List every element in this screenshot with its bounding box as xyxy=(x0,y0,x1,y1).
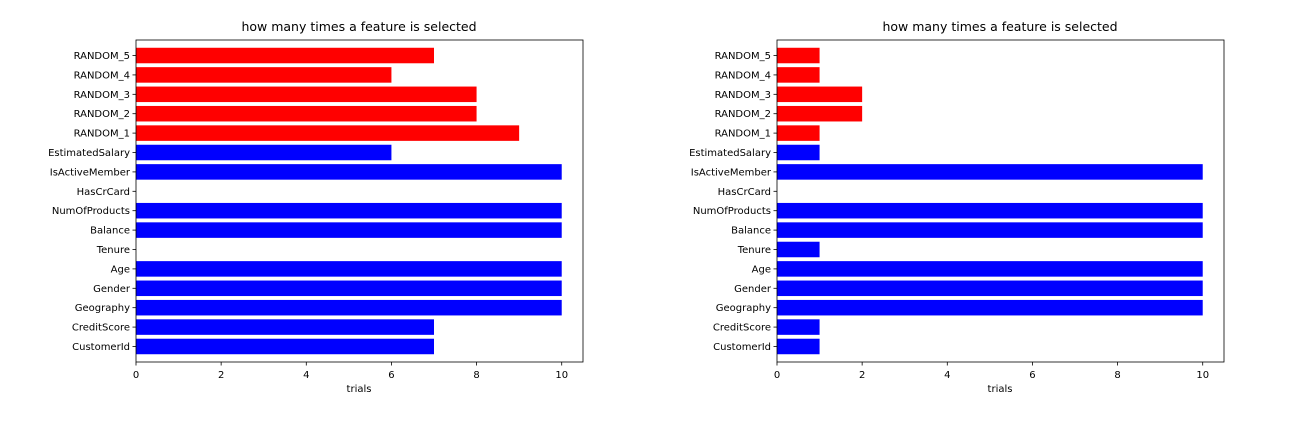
y-tick-label: RANDOM_2 xyxy=(715,109,771,120)
x-axis-label: trials xyxy=(988,384,1013,395)
x-tick-label: 10 xyxy=(555,370,568,381)
y-tick-label: RANDOM_1 xyxy=(715,129,771,140)
bar-random_2 xyxy=(136,105,477,122)
bar-creditscore xyxy=(777,319,820,335)
bar-customerid xyxy=(136,338,434,355)
y-tick-label: RANDOM_3 xyxy=(74,90,130,101)
x-ticks: 0 2 4 6 8 10 xyxy=(133,362,568,381)
bar-isactivemember xyxy=(136,164,562,180)
y-tick-label: Age xyxy=(111,264,130,275)
y-tick-label: Balance xyxy=(731,226,771,237)
y-tick-label: RANDOM_4 xyxy=(74,70,130,81)
bar-random_4 xyxy=(136,67,392,83)
x-tick-label: 0 xyxy=(774,370,780,381)
x-tick-label: 4 xyxy=(944,370,950,381)
x-ticks: 0 2 4 6 8 10 xyxy=(774,362,1209,381)
plot-frame xyxy=(135,39,584,363)
bar-numofproducts xyxy=(777,202,1203,219)
bar-random_1 xyxy=(136,125,520,141)
y-tick-label: CreditScore xyxy=(72,323,130,334)
y-tick-label: RANDOM_1 xyxy=(74,129,130,140)
y-tick-label: RANDOM_4 xyxy=(715,70,771,81)
y-tick-label: CreditScore xyxy=(713,323,771,334)
y-tick-label: Gender xyxy=(734,284,772,295)
bar-geography xyxy=(777,299,1203,316)
bar-random_1 xyxy=(777,125,820,141)
y-tick-label: EstimatedSalary xyxy=(48,148,130,159)
y-tick-label: RANDOM_5 xyxy=(715,51,771,62)
chart-left: how many times a feature is selected tri… xyxy=(48,19,584,395)
y-tick-label: Balance xyxy=(90,226,130,237)
y-tick-label: IsActiveMember xyxy=(50,167,131,178)
y-tick-label: RANDOM_2 xyxy=(74,109,130,120)
bar-random_2 xyxy=(777,105,863,122)
y-tick-label: HasCrCard xyxy=(718,187,771,198)
y-tick-label: Tenure xyxy=(737,245,771,256)
bar-tenure xyxy=(777,241,820,258)
y-tick-label: RANDOM_5 xyxy=(74,51,130,62)
y-tick-label: Tenure xyxy=(96,245,130,256)
bar-age xyxy=(136,261,562,277)
y-tick-label: Age xyxy=(752,264,771,275)
y-tick-label: NumOfProducts xyxy=(52,206,130,217)
x-tick-label: 6 xyxy=(388,370,394,381)
bar-balance xyxy=(136,222,562,238)
x-tick-label: 4 xyxy=(303,370,309,381)
chart-title: how many times a feature is selected xyxy=(241,19,476,34)
bar-estimatedsalary xyxy=(777,144,820,161)
x-axis-label: trials xyxy=(347,384,372,395)
y-tick-label: Geography xyxy=(75,303,130,314)
bar-numofproducts xyxy=(136,202,562,219)
x-tick-label: 8 xyxy=(473,370,479,381)
chart-right: how many times a feature is selected tri… xyxy=(689,19,1225,395)
x-tick-label: 6 xyxy=(1029,370,1035,381)
bar-customerid xyxy=(777,338,820,355)
y-tick-label: HasCrCard xyxy=(77,187,130,198)
bar-random_3 xyxy=(136,86,477,103)
y-tick-label: IsActiveMember xyxy=(691,167,772,178)
bar-group xyxy=(777,47,1203,355)
bar-geography xyxy=(136,299,562,316)
y-tick-labels: CustomerId CreditScore Geography Gender Age T… xyxy=(689,51,777,353)
bar-balance xyxy=(777,222,1203,238)
bar-estimatedsalary xyxy=(136,144,392,161)
plot-frame xyxy=(776,39,1225,363)
x-tick-label: 2 xyxy=(859,370,865,381)
x-tick-label: 8 xyxy=(1114,370,1120,381)
y-tick-label: CustomerId xyxy=(72,342,130,353)
y-tick-label: Geography xyxy=(716,303,771,314)
x-tick-label: 10 xyxy=(1196,370,1209,381)
x-tick-label: 2 xyxy=(218,370,224,381)
bar-creditscore xyxy=(136,319,434,335)
x-tick-label: 0 xyxy=(133,370,139,381)
bar-random_4 xyxy=(777,67,820,83)
bar-random_3 xyxy=(777,86,863,103)
bar-random_5 xyxy=(136,47,434,64)
y-tick-label: CustomerId xyxy=(713,342,771,353)
bar-isactivemember xyxy=(777,164,1203,180)
y-tick-label: RANDOM_3 xyxy=(715,90,771,101)
bar-random_5 xyxy=(777,47,820,64)
bar-group xyxy=(136,47,562,355)
y-tick-label: Gender xyxy=(93,284,131,295)
bar-gender xyxy=(777,280,1203,297)
bar-age xyxy=(777,261,1203,277)
chart-title: how many times a feature is selected xyxy=(882,19,1117,34)
bar-gender xyxy=(136,280,562,297)
y-tick-labels: CustomerId CreditScore Geography Gender Age T… xyxy=(48,51,136,353)
y-tick-label: NumOfProducts xyxy=(693,206,771,217)
y-tick-label: EstimatedSalary xyxy=(689,148,771,159)
